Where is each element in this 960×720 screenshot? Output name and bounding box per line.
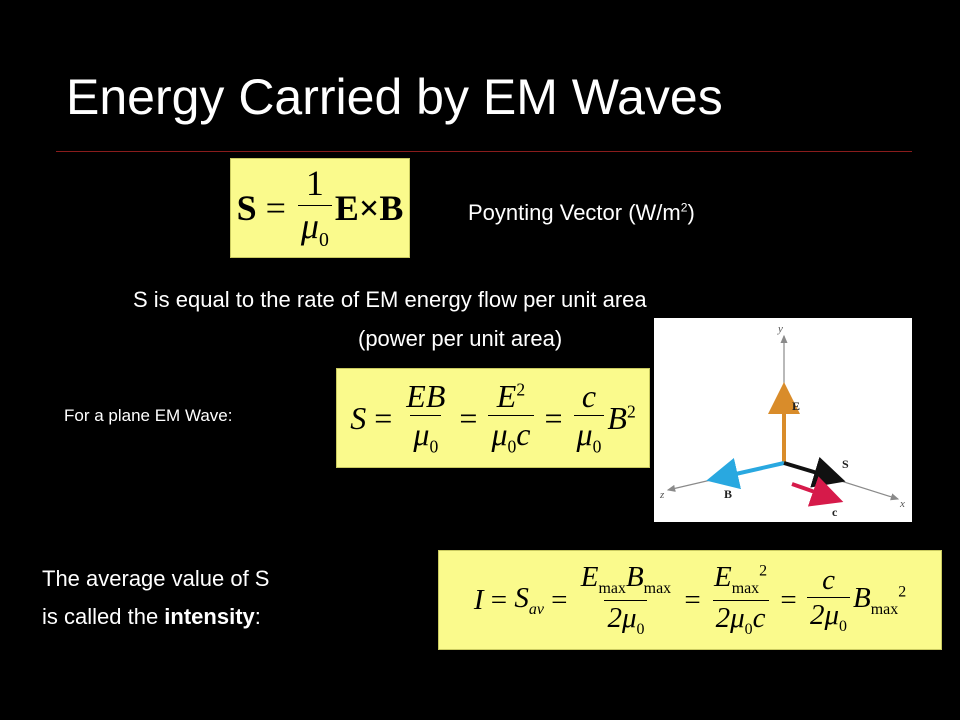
eq-fraction-1: EB μ0 [403, 377, 448, 457]
x-axis-label: x [899, 498, 905, 510]
mu-subscript: 0 [744, 620, 753, 638]
max-subscript: max [643, 579, 672, 597]
eq-fraction-3: c μ0 [573, 377, 605, 457]
c-vector [791, 476, 844, 507]
intensity-text-line-1: The average value of S [42, 566, 270, 591]
plane-wave-label: For a plane EM Wave: [64, 406, 233, 425]
eq-numerator: 1 [305, 163, 324, 204]
exponent: 2 [759, 562, 768, 580]
two-mu: 2μ [607, 601, 637, 634]
e-vector-label: E [792, 399, 800, 413]
plane-wave-equation: S = EB μ0 = E2 μ0c = c μ0 B2 [336, 368, 650, 468]
eq-numerator: Emax2 [711, 562, 770, 600]
eq-equals: = [366, 399, 401, 436]
eq-denominator: μ0c [488, 415, 534, 457]
s-vector [783, 456, 846, 488]
max-subscript: max [598, 579, 626, 597]
slide-title: Energy Carried by EM Waves [66, 69, 723, 125]
poynting-equation: S = 1 μ0 E×B [230, 158, 410, 258]
mu-subscript: 0 [318, 229, 329, 252]
mu-subscript: 0 [636, 620, 645, 638]
poynting-label-sup: 2 [680, 200, 688, 215]
em-wave-vector-diagram: y x z E B S c [654, 318, 912, 522]
eq-equals: = [483, 583, 515, 616]
c-symbol: c [516, 416, 531, 453]
mu-symbol: μ [300, 205, 319, 246]
eq-denominator: 2μ0 [806, 596, 851, 636]
exponent: 2 [626, 400, 636, 421]
eq-fraction-3: c 2μ0 [806, 563, 851, 636]
eq-denominator: μ0 [297, 204, 332, 252]
mu-subscript: 0 [839, 617, 848, 635]
b-vector [706, 457, 785, 490]
mu-symbol: μ [413, 416, 430, 453]
poynting-label: Poynting Vector (W/m2) [468, 200, 695, 226]
s-average: Sav [514, 582, 544, 619]
e-symbol: E [713, 560, 732, 593]
eq-numerator: E2 [494, 377, 528, 416]
mu-subscript: 0 [429, 436, 439, 457]
eq-fraction-2: E2 μ0c [488, 377, 534, 457]
intensity-text-line-2: is called the intensity: [42, 604, 261, 630]
b-symbol: B [853, 581, 871, 614]
eq-equals: = [536, 399, 571, 436]
poynting-label-text: Poynting Vector (W/m [468, 200, 681, 225]
title-divider [56, 151, 912, 152]
eq-numerator: EmaxBmax [578, 562, 674, 600]
mu-symbol: μ [491, 416, 508, 453]
description-line-1: S is equal to the rate of EM energy flow… [133, 287, 647, 312]
b-symbol: B [625, 560, 644, 593]
eq-lhs: I [473, 583, 484, 616]
eq-denominator: μ0 [573, 415, 605, 457]
b-vector-label: B [724, 487, 732, 501]
eq-numerator: EB [406, 377, 446, 414]
intensity-term: intensity [164, 604, 255, 629]
exponent: 2 [516, 379, 526, 400]
eq-fraction: 1 μ0 [297, 163, 332, 252]
eq-equals: = [543, 583, 575, 616]
s-vector-label: S [842, 457, 849, 471]
eq-equals: = [677, 583, 708, 616]
e-symbol: E [496, 377, 517, 414]
eq-tail: B2 [607, 400, 635, 437]
eq-denominator: μ0 [410, 415, 442, 457]
b-symbol: B [607, 399, 627, 436]
eq-denominator: 2μ0 [604, 599, 648, 639]
av-subscript: av [528, 600, 544, 618]
c-vector-label: c [832, 505, 838, 519]
eq-numerator: c [581, 377, 597, 414]
description-line-2: (power per unit area) [358, 326, 563, 351]
eq-lhs: S [236, 188, 257, 228]
mu-subscript: 0 [507, 436, 517, 457]
y-axis-label: y [777, 323, 783, 335]
two-mu: 2μ [809, 598, 840, 631]
intensity-text-pre: is called the [42, 604, 165, 629]
exponent: 2 [898, 582, 907, 600]
mu-symbol: μ [576, 416, 593, 453]
intensity-text-post: : [254, 604, 261, 629]
eq-equals: = [451, 399, 486, 436]
eq-tail: Bmax2 [853, 582, 906, 619]
c-symbol: c [752, 601, 766, 634]
eq-fraction-1: EmaxBmax 2μ0 [578, 562, 674, 638]
max-subscript: max [731, 579, 760, 597]
z-axis-label: z [659, 489, 665, 501]
poynting-label-close: ) [687, 200, 695, 225]
eq-lhs: S [350, 399, 367, 436]
max-subscript: max [870, 600, 899, 618]
eq-numerator: c [822, 563, 835, 596]
e-symbol: E [580, 560, 599, 593]
intensity-equation: I = Sav = EmaxBmax 2μ0 = Emax2 2μ0c = c … [438, 550, 942, 650]
two-mu: 2μ [715, 601, 745, 634]
eq-denominator: 2μ0c [712, 599, 769, 639]
mu-subscript: 0 [592, 436, 602, 457]
eq-cross-product: E×B [334, 188, 404, 228]
eq-equals: = [773, 583, 804, 616]
eq-fraction-2: Emax2 2μ0c [711, 562, 770, 638]
eq-equals: = [256, 188, 295, 228]
s-symbol: S [514, 581, 529, 614]
axes-diagram-svg: y x z E B S c [659, 323, 905, 519]
